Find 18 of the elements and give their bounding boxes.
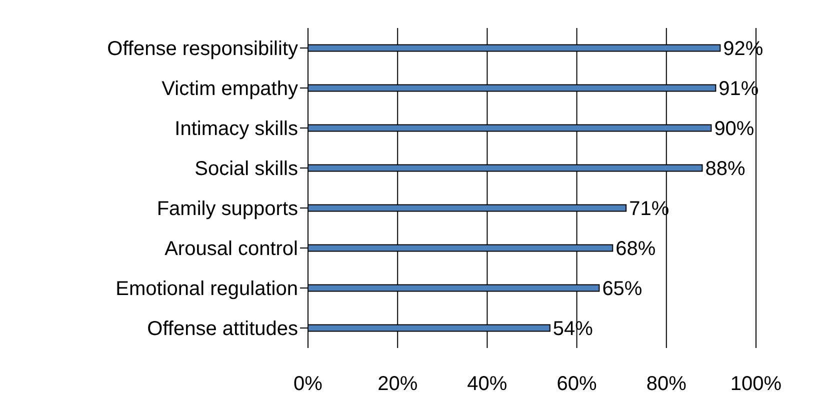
y-tick-label: Family supports [156,198,298,220]
x-tick-label: 0% [294,373,323,396]
data-label: 90% [714,118,754,140]
x-tick-label: 20% [378,373,418,396]
data-label: 65% [602,278,642,300]
data-label: 68% [616,238,656,260]
data-label: 88% [705,158,746,180]
x-tick-label: 40% [467,373,508,396]
y-tick-label: Intimacy skills [174,118,298,140]
y-tick-label: Emotional regulation [116,278,298,300]
x-tick-label: 100% [730,373,782,396]
y-tick-label: Offense attitudes [147,318,298,340]
y-tick-label: Victim empathy [162,78,298,100]
x-tick-label: 60% [556,373,598,396]
y-tick-label: Offense responsibility [107,38,298,60]
y-tick-label: Arousal control [164,238,298,260]
x-tick-label: 80% [646,373,687,396]
y-tick-label: Social skills [194,158,298,180]
